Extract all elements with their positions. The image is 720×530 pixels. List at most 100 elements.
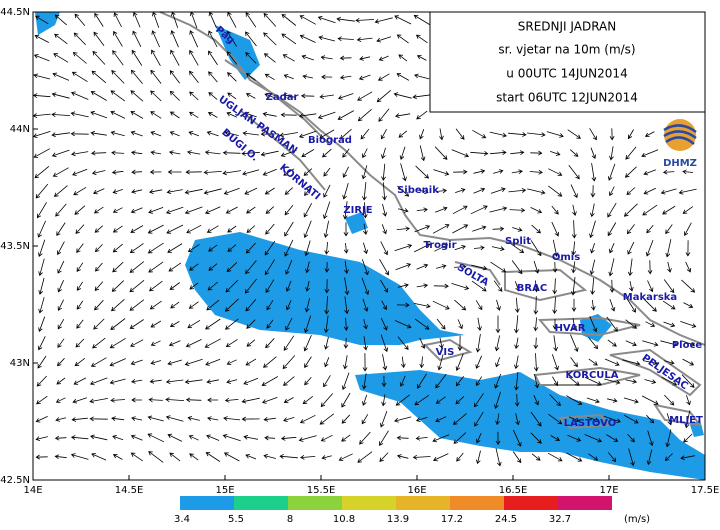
wind-arrow xyxy=(132,11,141,28)
wind-arrow xyxy=(415,435,428,441)
wind-arrow xyxy=(33,148,50,158)
wind-arrow xyxy=(304,298,310,313)
wind-arrow xyxy=(495,413,501,426)
wind-arrow xyxy=(222,434,241,442)
wind-arrow xyxy=(94,281,104,291)
wind-arrow xyxy=(38,239,46,258)
place-name: Ploce xyxy=(672,340,703,351)
wind-arrow xyxy=(439,128,444,141)
wind-arrow xyxy=(414,394,430,406)
wind-arrow xyxy=(566,452,583,462)
wind-arrow xyxy=(90,110,108,119)
wind-arrow xyxy=(227,92,237,100)
lat-label: 43N xyxy=(10,358,30,369)
wind-arrow xyxy=(265,279,275,294)
wind-arrow xyxy=(51,149,70,158)
wind-arrow xyxy=(264,187,275,195)
colorbar-swatch xyxy=(504,496,558,510)
wind-arrow xyxy=(588,453,599,461)
wind-arrow xyxy=(76,319,84,329)
wind-arrow xyxy=(394,320,412,329)
wind-arrow xyxy=(285,280,292,292)
wind-arrow xyxy=(225,339,238,348)
wind-arrow xyxy=(681,279,696,293)
wind-arrow xyxy=(627,241,635,255)
wind-arrow xyxy=(393,92,412,99)
wind-arrow xyxy=(168,150,181,155)
wind-arrow xyxy=(130,225,144,233)
place-name: BRAC xyxy=(517,283,547,294)
wind-arrow xyxy=(452,224,469,234)
lon-label: 16.5E xyxy=(499,485,528,496)
wind-arrow xyxy=(493,280,503,292)
wind-arrow xyxy=(148,397,163,403)
wind-arrow xyxy=(265,206,275,214)
wind-arrow xyxy=(72,52,87,64)
wind-arrow xyxy=(456,452,464,462)
wind-arrow xyxy=(243,434,258,440)
wind-arrow xyxy=(226,359,237,365)
wind-arrow xyxy=(130,207,143,214)
wind-arrow xyxy=(207,281,219,291)
wind-arrow xyxy=(204,338,221,348)
wind-arrow xyxy=(604,358,620,366)
wind-arrow xyxy=(147,242,164,254)
wind-arrow xyxy=(323,167,331,177)
wind-arrow xyxy=(91,70,107,84)
wind-arrow xyxy=(130,359,143,366)
wind-arrow xyxy=(553,335,559,352)
wind-arrow xyxy=(552,319,558,330)
wind-arrow xyxy=(73,32,86,46)
wind-arrow xyxy=(245,52,257,64)
wind-arrow xyxy=(343,317,349,331)
lon-label: 16E xyxy=(407,485,426,496)
wind-arrow xyxy=(244,187,258,195)
wind-arrow xyxy=(590,277,596,295)
wind-arrow xyxy=(57,241,65,256)
wind-arrow xyxy=(246,206,256,214)
wind-arrow xyxy=(111,280,124,292)
wind-arrow xyxy=(93,318,105,330)
wind-arrow xyxy=(91,453,107,461)
wind-arrow xyxy=(76,262,84,272)
wind-arrow xyxy=(339,128,352,140)
wind-arrow xyxy=(552,239,559,257)
wind-arrow xyxy=(495,448,502,467)
wind-arrow xyxy=(665,429,672,448)
wind-arrow xyxy=(245,93,256,99)
wind-arrow xyxy=(131,397,142,403)
wind-arrow xyxy=(572,318,577,331)
logo-stripes xyxy=(663,124,697,145)
wind-arrow xyxy=(263,453,276,459)
wind-arrow xyxy=(54,33,68,45)
wind-arrow xyxy=(530,432,542,444)
wind-arrow xyxy=(279,132,298,138)
wind-arrow xyxy=(321,455,332,460)
wind-arrow xyxy=(336,16,355,22)
wind-arrow xyxy=(323,315,329,334)
wind-arrow xyxy=(678,188,697,195)
wind-arrow xyxy=(470,205,488,215)
wind-arrow xyxy=(264,435,276,441)
wind-arrow xyxy=(304,315,312,334)
wind-arrow xyxy=(609,186,615,197)
wind-arrow xyxy=(363,319,368,330)
wind-arrow xyxy=(165,206,184,215)
wind-arrow xyxy=(71,151,89,157)
wind-arrow xyxy=(207,112,218,118)
wind-arrow xyxy=(38,258,45,277)
wind-arrow xyxy=(129,279,145,293)
wind-arrow xyxy=(75,338,85,348)
wind-arrow xyxy=(281,33,297,45)
wind-arrow xyxy=(54,435,67,441)
wind-arrow xyxy=(205,452,221,462)
wind-arrow xyxy=(492,226,505,232)
wind-arrow xyxy=(435,373,447,389)
wind-arrow xyxy=(222,150,241,156)
colorbar-label: 24.5 xyxy=(495,514,517,525)
wind-arrow xyxy=(317,111,336,120)
wind-arrow xyxy=(643,169,657,176)
wind-arrow xyxy=(149,169,162,175)
wind-arrow xyxy=(493,169,504,174)
wind-arrow xyxy=(362,353,368,372)
